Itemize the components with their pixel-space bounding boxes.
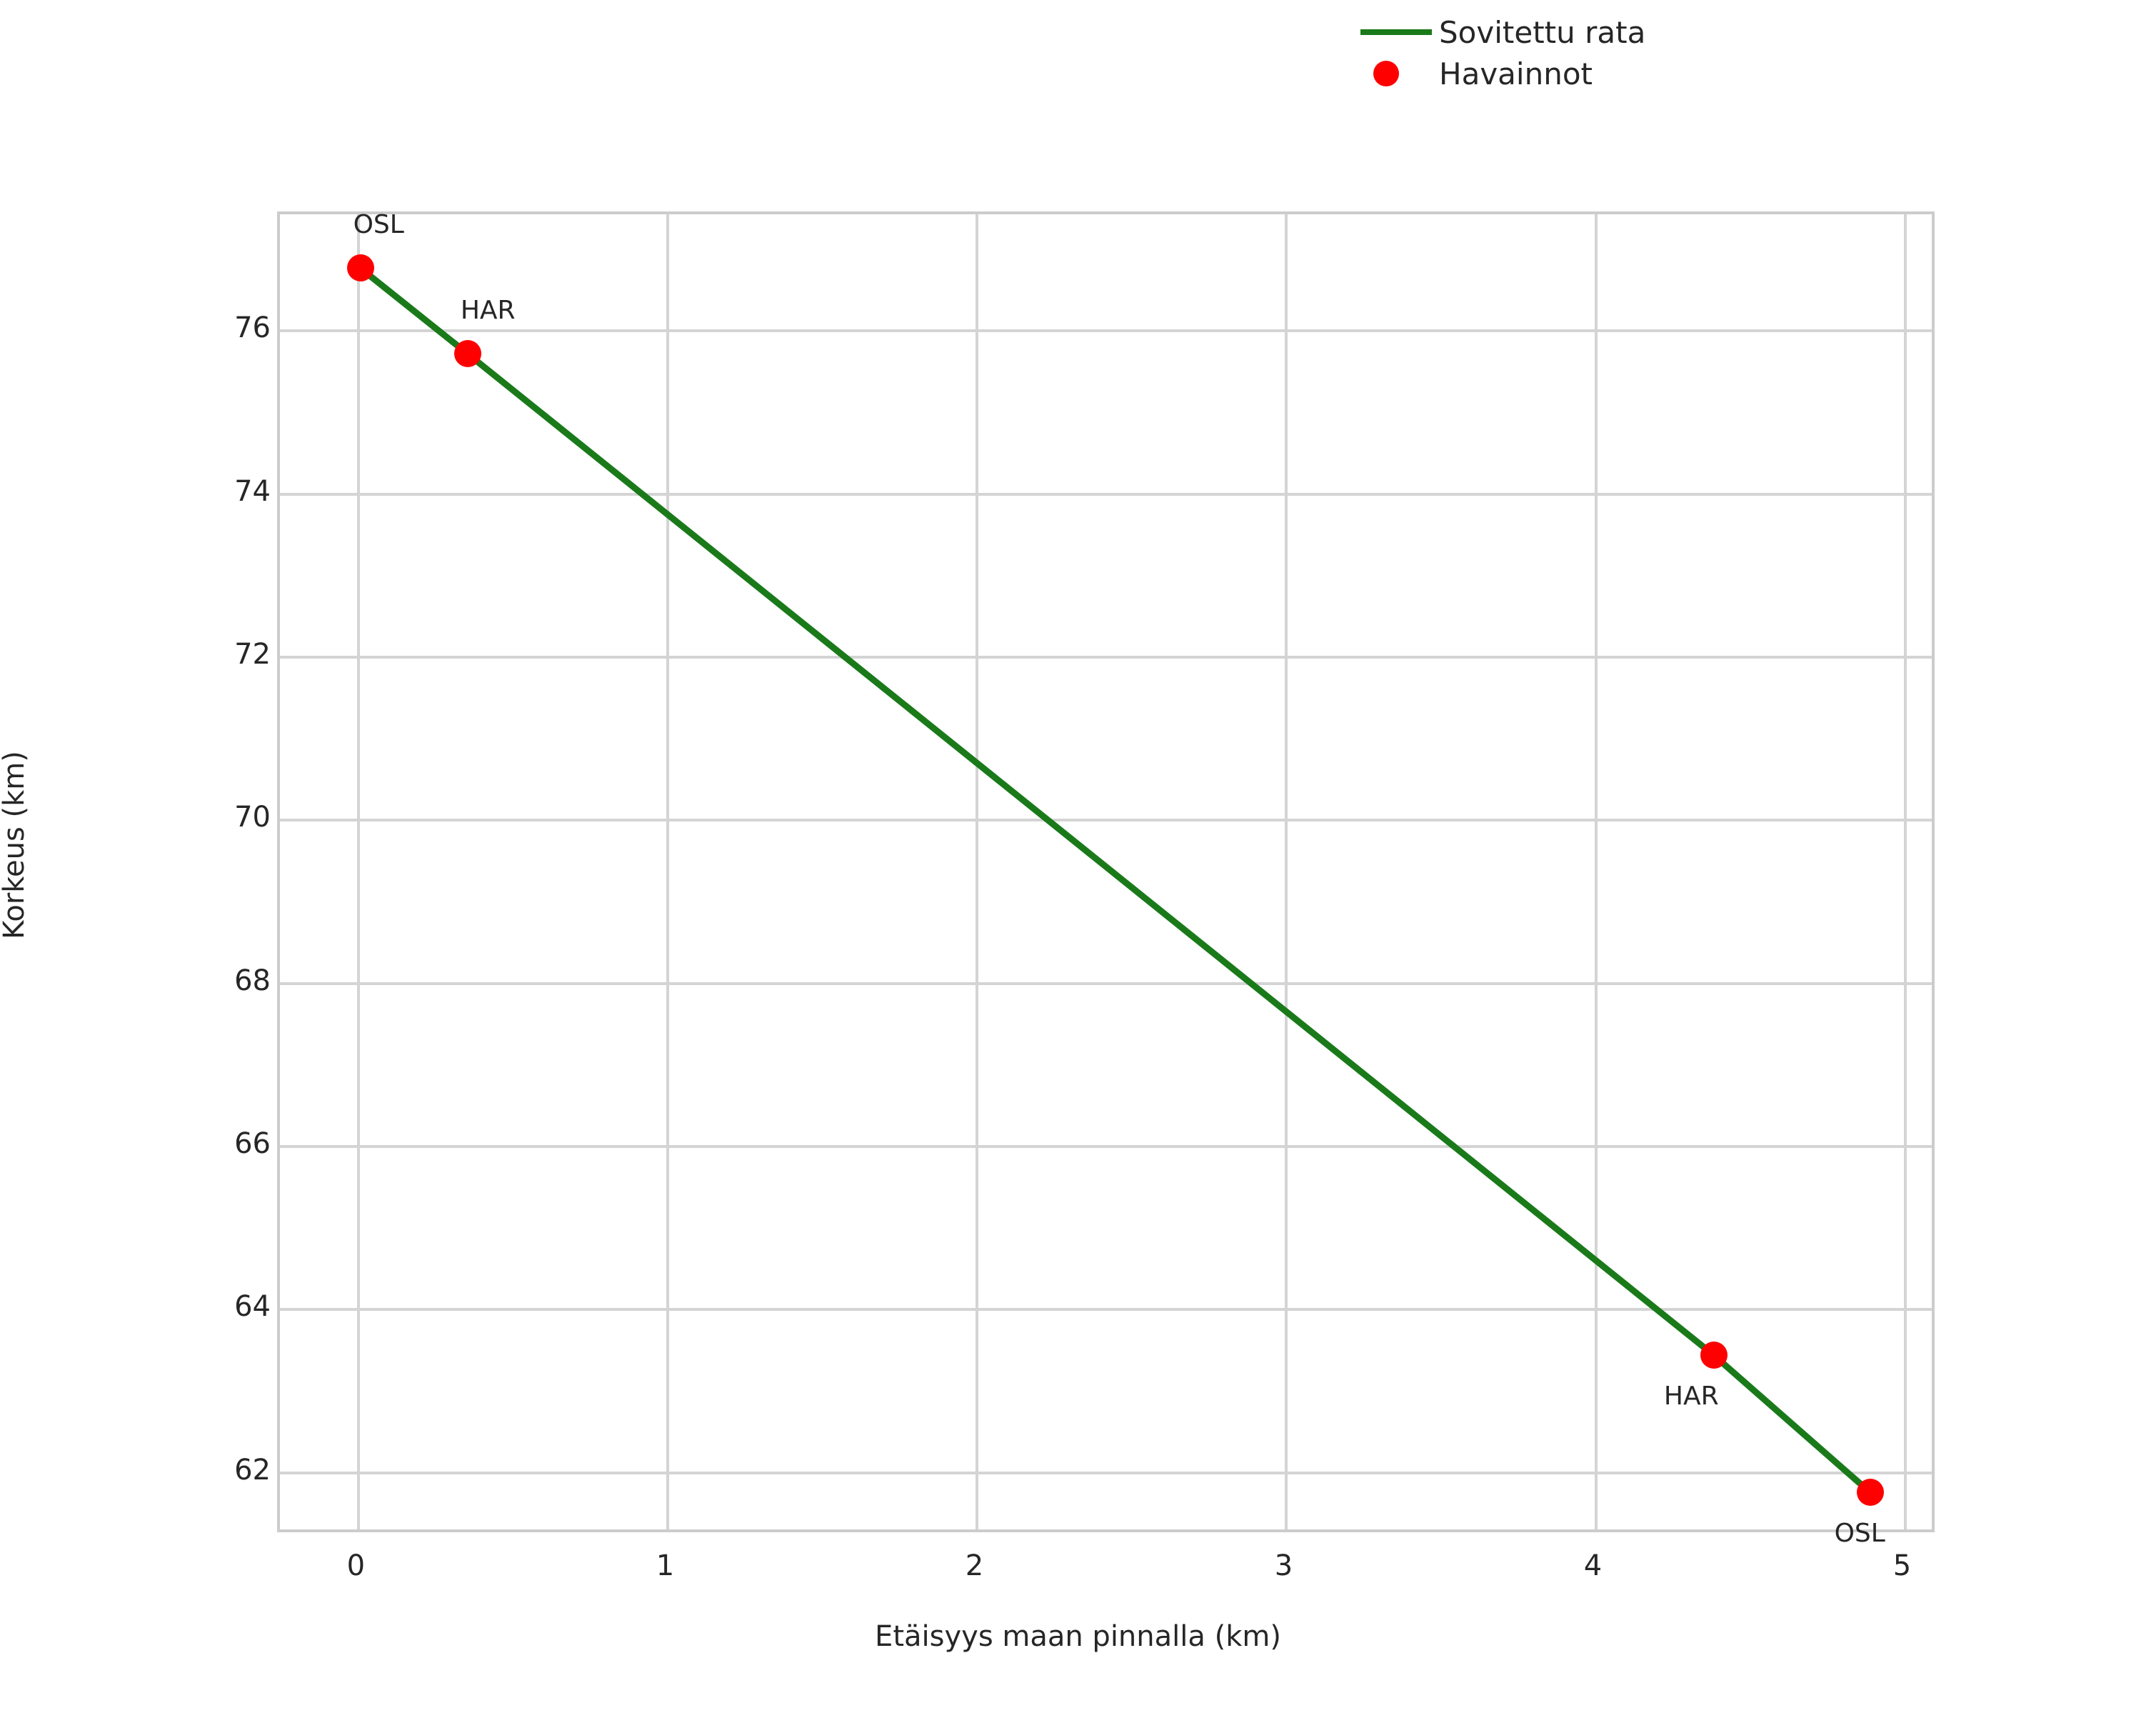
data-point-label: HAR <box>460 296 516 326</box>
gridline-vertical <box>1903 214 1907 1529</box>
legend: Sovitettu rata Havainnot <box>1353 11 1645 94</box>
y-tick-label: 74 <box>234 474 271 508</box>
y-tick-label: 68 <box>234 964 271 997</box>
data-point <box>1856 1479 1884 1507</box>
y-tick-label: 62 <box>234 1453 271 1487</box>
x-tick-label: 0 <box>346 1549 366 1582</box>
data-point-label: OSL <box>353 210 404 240</box>
gridline-vertical <box>1594 214 1598 1529</box>
legend-item-observations: Havainnot <box>1353 53 1639 94</box>
legend-item-fitted-line: Sovitettu rata <box>1353 11 1645 53</box>
plot-area: OSL HAR HAR OSL <box>277 210 1935 1547</box>
gridline-vertical <box>666 214 670 1529</box>
x-tick-label: 2 <box>965 1549 984 1582</box>
y-tick-label: 70 <box>234 801 271 834</box>
y-tick-label: 72 <box>234 637 271 671</box>
data-point-label: HAR <box>1663 1382 1719 1412</box>
data-point-label: OSL <box>1834 1519 1885 1549</box>
gridline-horizontal <box>280 819 1932 822</box>
gridline-horizontal <box>280 1471 1932 1474</box>
data-point <box>346 254 374 282</box>
legend-line-swatch <box>1353 11 1439 53</box>
gridline-vertical <box>357 214 361 1529</box>
x-tick-label: 3 <box>1274 1549 1293 1582</box>
gridline-horizontal <box>280 655 1932 659</box>
x-tick-label: 5 <box>1892 1549 1912 1582</box>
x-tick-label: 4 <box>1583 1549 1603 1582</box>
gridline-horizontal <box>280 329 1932 333</box>
gridline-horizontal <box>280 1308 1932 1312</box>
gridline-horizontal <box>280 1144 1932 1148</box>
x-axis-title: Etäisyys maan pinnalla (km) <box>875 1620 1281 1653</box>
data-point <box>1700 1342 1728 1369</box>
fitted-trajectory-line <box>357 264 1874 1496</box>
gridline-horizontal <box>280 492 1932 496</box>
data-point <box>453 340 481 368</box>
gridline-vertical <box>976 214 979 1529</box>
y-tick-label: 64 <box>234 1290 271 1324</box>
legend-label-observations: Havainnot <box>1439 56 1593 91</box>
y-tick-label: 76 <box>234 311 271 345</box>
legend-label-fitted-line: Sovitettu rata <box>1439 14 1646 50</box>
x-tick-label: 1 <box>656 1549 675 1582</box>
data-layer: OSL HAR HAR OSL <box>280 210 1932 1547</box>
y-tick-label: 66 <box>234 1127 271 1160</box>
gridline-vertical <box>1285 214 1288 1529</box>
gridline-horizontal <box>280 982 1932 985</box>
y-axis-title: Korkeus (km) <box>0 751 31 939</box>
legend-dot-swatch <box>1353 53 1439 94</box>
